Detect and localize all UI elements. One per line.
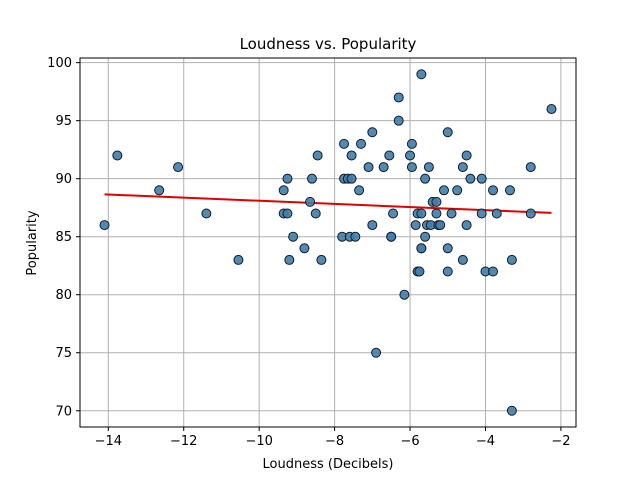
scatter-point: [346, 173, 357, 184]
x-tick-label: −12: [170, 434, 197, 449]
scatter-point: [233, 254, 244, 265]
scatter-point: [112, 150, 123, 161]
scatter-point: [420, 231, 431, 242]
scatter-point: [384, 150, 395, 161]
scatter-point: [423, 162, 434, 173]
scatter-point: [525, 208, 536, 219]
scatter-point: [378, 162, 389, 173]
scatter-point: [416, 208, 427, 219]
x-tick-label: −14: [95, 434, 122, 449]
scatter-point: [506, 405, 517, 416]
scatter-point: [201, 208, 212, 219]
scatter-point: [461, 220, 472, 231]
scatter-point: [278, 185, 289, 196]
scatter-point: [406, 138, 417, 149]
scatter-point: [546, 104, 557, 115]
scatter-point: [438, 185, 449, 196]
scatter-point: [461, 150, 472, 161]
scatter-point: [299, 243, 310, 254]
scatter-point: [442, 127, 453, 138]
scatter-point: [457, 162, 468, 173]
trend-line-group: [104, 193, 552, 214]
scatter-point: [339, 138, 350, 149]
scatter-point: [405, 150, 416, 161]
scatter-point: [367, 220, 378, 231]
scatter-point: [388, 208, 399, 219]
y-tick-label: 90: [55, 172, 72, 187]
scatter-point: [525, 162, 536, 173]
scatter-point: [506, 254, 517, 265]
scatter-point: [416, 69, 427, 80]
scatter-point: [367, 127, 378, 138]
plot-frame: [79, 57, 577, 428]
scatter-point: [416, 243, 427, 254]
scatter-point: [431, 196, 442, 207]
scatter-point: [446, 208, 457, 219]
x-tick-label: −2: [551, 434, 570, 449]
scatter-point: [442, 243, 453, 254]
scatter-point: [305, 196, 316, 207]
scatter-point: [504, 185, 515, 196]
y-axis-label: Popularity: [25, 210, 40, 275]
y-tick-label: 85: [55, 230, 72, 245]
scatter-point: [476, 173, 487, 184]
scatter-point: [442, 266, 453, 277]
y-axis-ticks: 70 75 80 85 90 95 100: [47, 56, 80, 419]
scatter-point: [457, 254, 468, 265]
scatter-point: [288, 231, 299, 242]
x-axis-ticks: −14 −12 −10 −8 −6 −4 −2: [95, 427, 570, 449]
scatter-point: [406, 162, 417, 173]
scatter-point: [350, 231, 361, 242]
scatter-point: [310, 208, 321, 219]
scatter-point: [488, 185, 499, 196]
y-tick-label: 70: [55, 404, 72, 419]
scatter-point: [491, 208, 502, 219]
x-tick-label: −10: [245, 434, 272, 449]
scatter-point: [410, 220, 421, 231]
scatter-point: [154, 185, 165, 196]
scatter-point: [354, 185, 365, 196]
scatter-point: [386, 231, 397, 242]
scatter-point: [363, 162, 374, 173]
y-tick-label: 80: [55, 288, 72, 303]
x-axis-label: Loudness (Decibels): [263, 457, 394, 472]
chart-title: Loudness vs. Popularity: [240, 35, 417, 53]
grid-lines: [80, 58, 576, 427]
scatter-point: [435, 220, 446, 231]
y-tick-label: 100: [47, 56, 72, 71]
scatter-point: [465, 173, 476, 184]
scatter-point: [399, 289, 410, 300]
scatter-point: [282, 208, 293, 219]
scatter-point: [316, 254, 327, 265]
scatter-point: [346, 150, 357, 161]
x-tick-label: −4: [476, 434, 495, 449]
scatter-point: [431, 208, 442, 219]
scatter-point: [393, 92, 404, 103]
scatter-point: [452, 185, 463, 196]
scatter-point: [476, 208, 487, 219]
trend-line: [104, 193, 552, 214]
scatter-point: [173, 162, 184, 173]
data-points: [99, 69, 557, 416]
scatter-point: [356, 138, 367, 149]
scatter-point: [312, 150, 323, 161]
scatter-point: [306, 173, 317, 184]
y-tick-label: 75: [55, 346, 72, 361]
scatter-point: [371, 347, 382, 358]
scatter-point: [420, 173, 431, 184]
scatter-point: [284, 254, 295, 265]
scatter-point: [488, 266, 499, 277]
scatter-point: [99, 220, 110, 231]
x-tick-label: −6: [400, 434, 419, 449]
scatter-point: [282, 173, 293, 184]
x-tick-label: −8: [325, 434, 344, 449]
scatter-point: [393, 115, 404, 126]
scatter-point: [414, 266, 425, 277]
y-tick-label: 95: [55, 114, 72, 129]
